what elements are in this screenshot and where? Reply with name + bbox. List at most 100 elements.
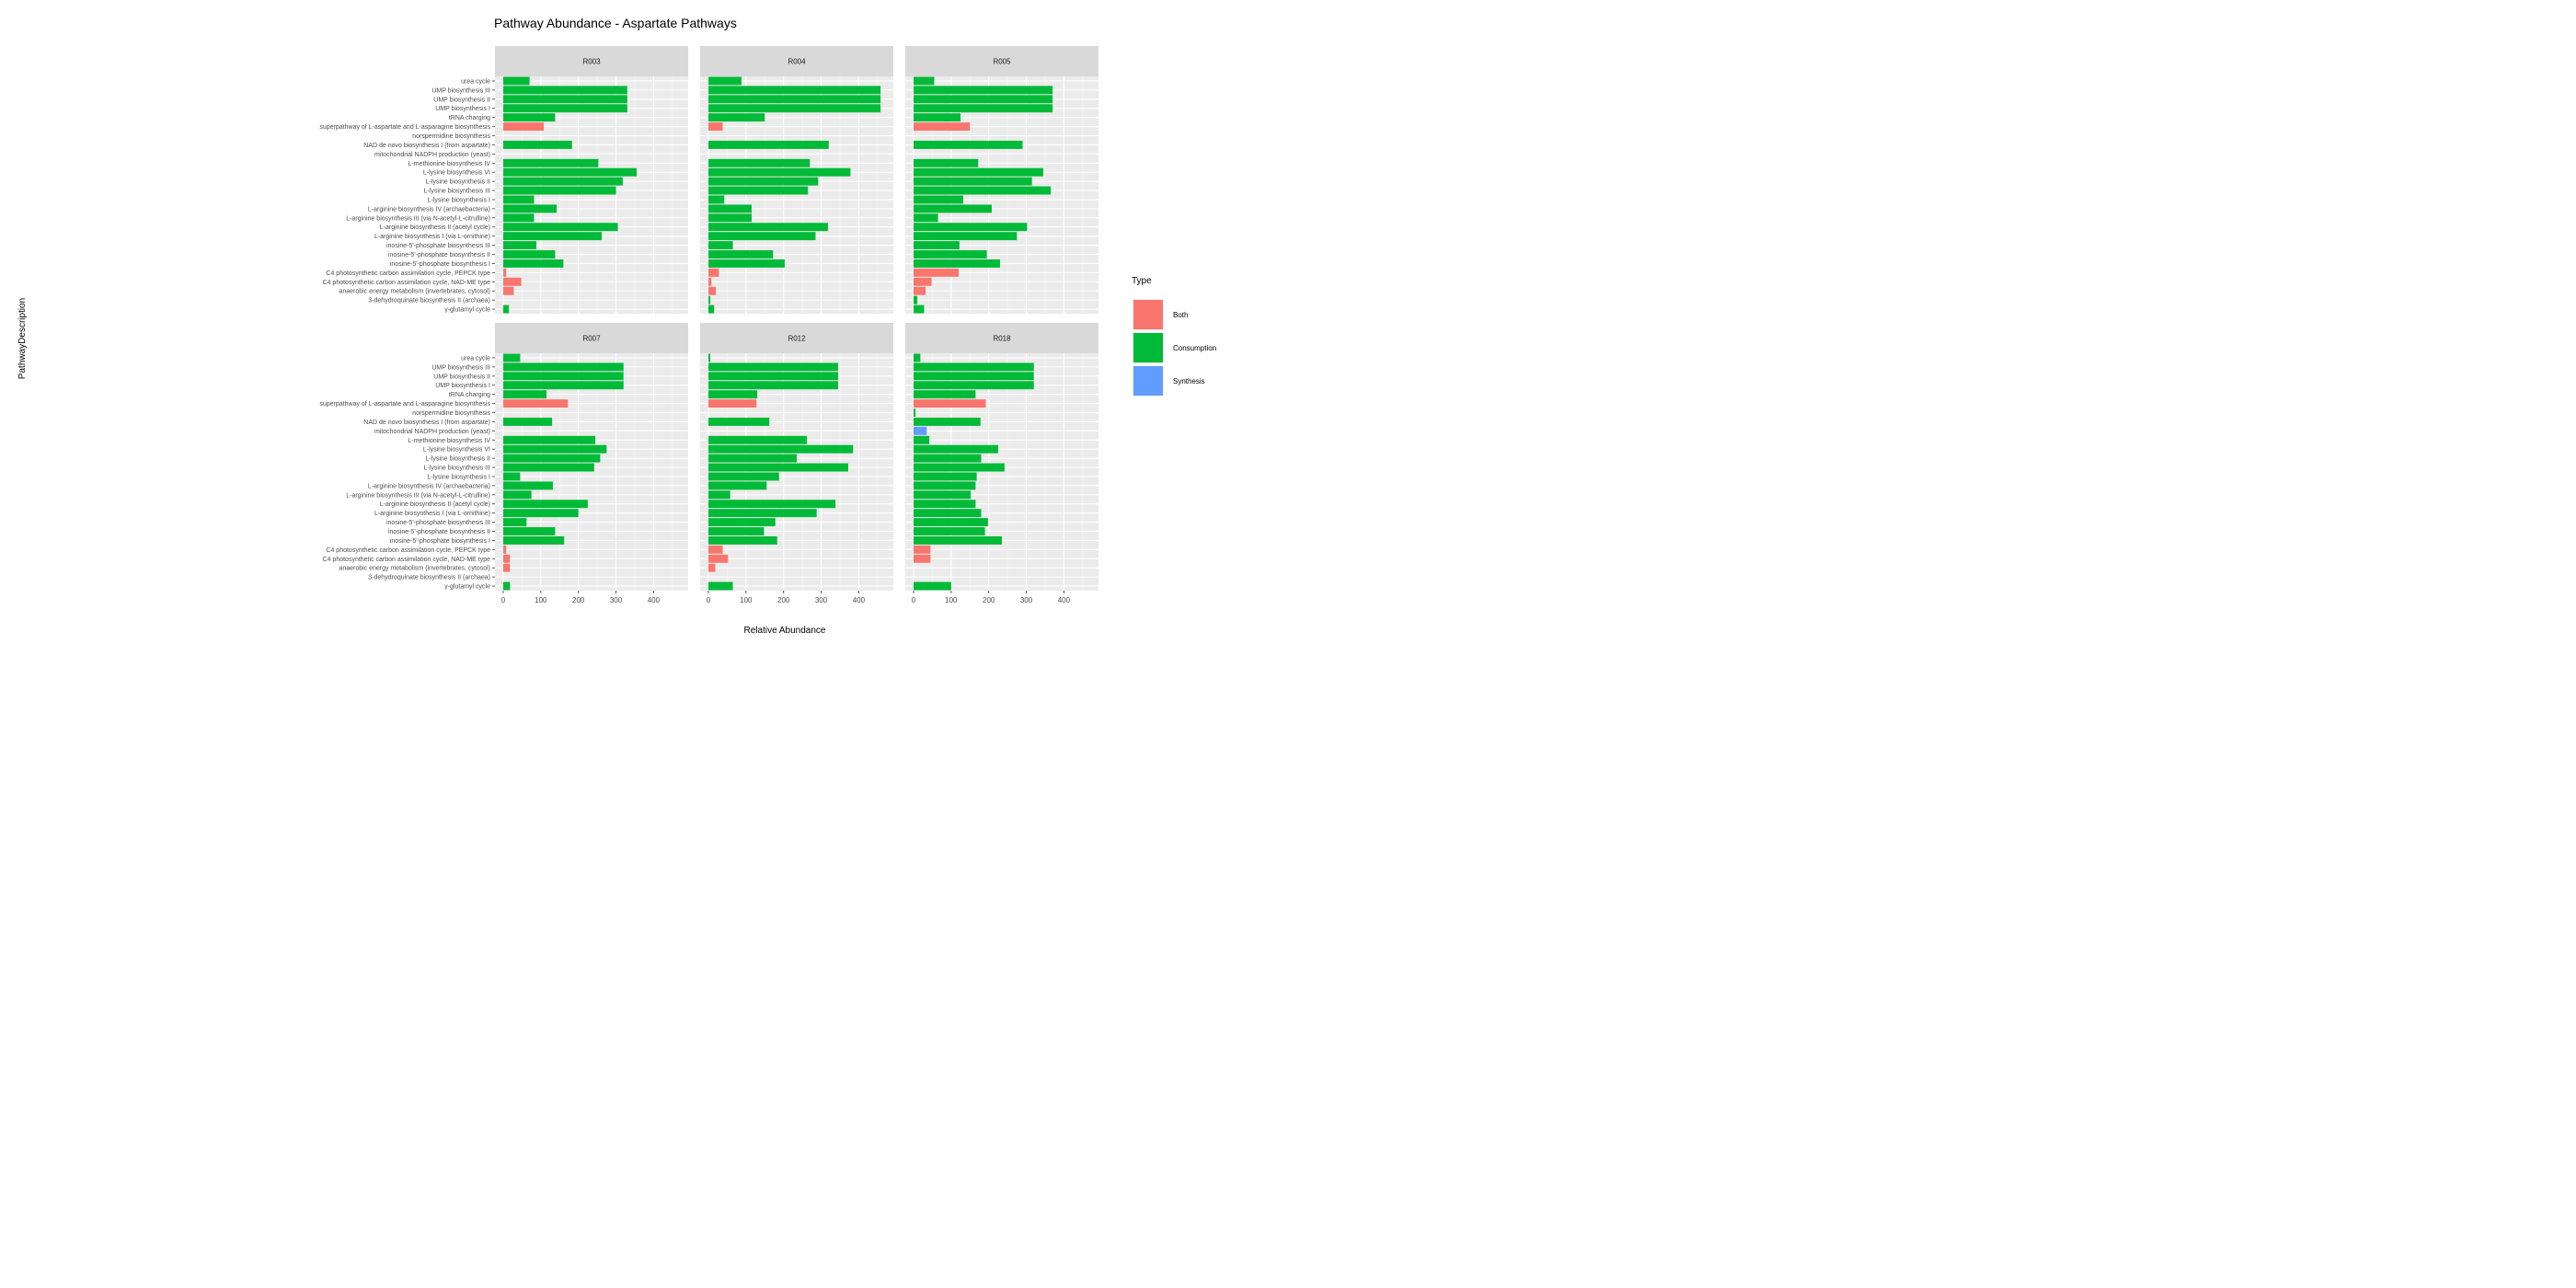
bar <box>914 177 1032 186</box>
bar <box>914 122 971 132</box>
bar <box>914 158 979 167</box>
y-tick-label: UMP biosynthesis I <box>435 106 490 112</box>
legend-title: Type <box>1132 276 1152 286</box>
y-tick-label: L-arginine biosynthesis II (acetyl cycle… <box>380 501 490 508</box>
bar <box>914 104 1053 113</box>
bar <box>503 186 616 195</box>
y-tick-label: L-lysine biosynthesis II <box>426 456 490 463</box>
bar <box>503 444 607 454</box>
y-tick-label: γ-glutamyl cycle <box>444 584 490 591</box>
bar <box>914 250 987 259</box>
facet-strip-label: R004 <box>788 58 806 66</box>
bar <box>503 399 569 408</box>
bar <box>708 213 752 223</box>
bar <box>708 76 742 86</box>
bar <box>708 545 723 554</box>
bar <box>503 213 535 223</box>
y-tick-label: UMP biosynthesis I <box>435 383 490 389</box>
bar <box>914 204 992 213</box>
bar <box>914 527 985 535</box>
bar <box>914 426 927 435</box>
bar <box>914 372 1034 381</box>
bar <box>503 122 545 132</box>
bar <box>914 435 930 444</box>
y-tick-label: norspermidine biosynthesis <box>412 133 490 140</box>
x-tick-label: 300 <box>1020 596 1033 604</box>
bar <box>503 232 603 241</box>
facet-strip-R012 <box>700 323 893 353</box>
bar <box>708 454 797 463</box>
bar <box>914 259 1000 268</box>
y-tick-label: L-lysine biosynthesis III <box>424 466 490 472</box>
bar <box>708 518 776 527</box>
bar <box>914 545 931 554</box>
x-tick-label: 200 <box>572 596 585 604</box>
bar <box>503 500 588 509</box>
y-tick-label: L-lysine biosynthesis I <box>428 474 491 480</box>
bar <box>708 362 838 372</box>
bar <box>914 454 982 463</box>
bar <box>503 435 596 444</box>
y-tick-label: L-arginine biosynthesis IV (archaebacter… <box>368 206 490 213</box>
x-axis-title: Relative Abundance <box>744 626 826 636</box>
bar <box>708 113 765 122</box>
y-tick-label: L-arginine biosynthesis III (via N-acety… <box>346 215 490 222</box>
y-tick-label: anaerobic energy metabolism (invertebrat… <box>339 566 490 572</box>
bar <box>503 177 623 186</box>
bar <box>914 295 918 305</box>
y-tick-label: L-arginine biosynthesis I (via L-ornithi… <box>374 511 490 517</box>
bar <box>503 86 627 95</box>
bar <box>708 140 829 149</box>
y-tick-label: L-arginine biosynthesis III (via N-acety… <box>346 492 490 499</box>
y-tick-label: 3-dehydroquinate biosynthesis II (archae… <box>368 298 490 305</box>
bar <box>914 500 976 509</box>
bar <box>503 241 536 250</box>
bar <box>503 113 556 122</box>
x-tick-label: 0 <box>912 596 916 604</box>
bar <box>914 167 1043 177</box>
bar <box>708 353 711 362</box>
bar <box>914 113 961 122</box>
bar <box>503 158 599 167</box>
bar <box>914 554 931 563</box>
x-tick-label: 300 <box>815 596 828 604</box>
x-tick-label: 100 <box>740 596 753 604</box>
bar <box>914 86 1053 95</box>
bar <box>708 95 881 104</box>
bar <box>914 305 925 314</box>
y-tick-label: γ-glutamyl cycle <box>444 307 490 314</box>
bar <box>503 581 511 591</box>
y-axis-title: PathwayDescription <box>17 298 28 379</box>
bar <box>708 158 811 167</box>
y-tick-label: C4 photosynthetic carbon assimilation cy… <box>323 280 491 286</box>
bar <box>503 563 511 572</box>
bar <box>708 372 838 381</box>
bar <box>503 195 535 204</box>
legend-key-swatch <box>1133 333 1163 362</box>
bar <box>503 362 624 372</box>
y-tick-label: superpathway of L-aspartate and L-aspara… <box>319 124 490 131</box>
facet-strip-label: R005 <box>993 58 1011 66</box>
bar <box>503 509 579 518</box>
bar <box>503 286 514 295</box>
bar <box>914 95 1053 104</box>
y-tick-label: L-methionine biosynthesis IV <box>408 161 491 167</box>
y-tick-label: inosine-5'-phosphate biosynthesis I <box>390 261 490 268</box>
bar <box>914 353 921 362</box>
y-tick-label: UMP biosynthesis III <box>431 87 490 94</box>
bar <box>708 167 851 177</box>
bar <box>914 381 1034 390</box>
y-tick-label: L-arginine biosynthesis II (acetyl cycle… <box>380 224 490 231</box>
bar <box>914 581 951 591</box>
bar <box>708 509 817 518</box>
bar <box>914 509 982 518</box>
bar <box>708 500 836 509</box>
bar <box>503 481 553 490</box>
bar <box>503 223 618 232</box>
bar <box>503 518 527 527</box>
y-tick-label: superpathway of L-aspartate and L-aspara… <box>319 401 490 408</box>
bar <box>503 277 522 286</box>
facet-strip-label: R007 <box>582 335 601 343</box>
y-tick-label: UMP biosynthesis II <box>433 97 490 103</box>
bar <box>914 417 981 426</box>
